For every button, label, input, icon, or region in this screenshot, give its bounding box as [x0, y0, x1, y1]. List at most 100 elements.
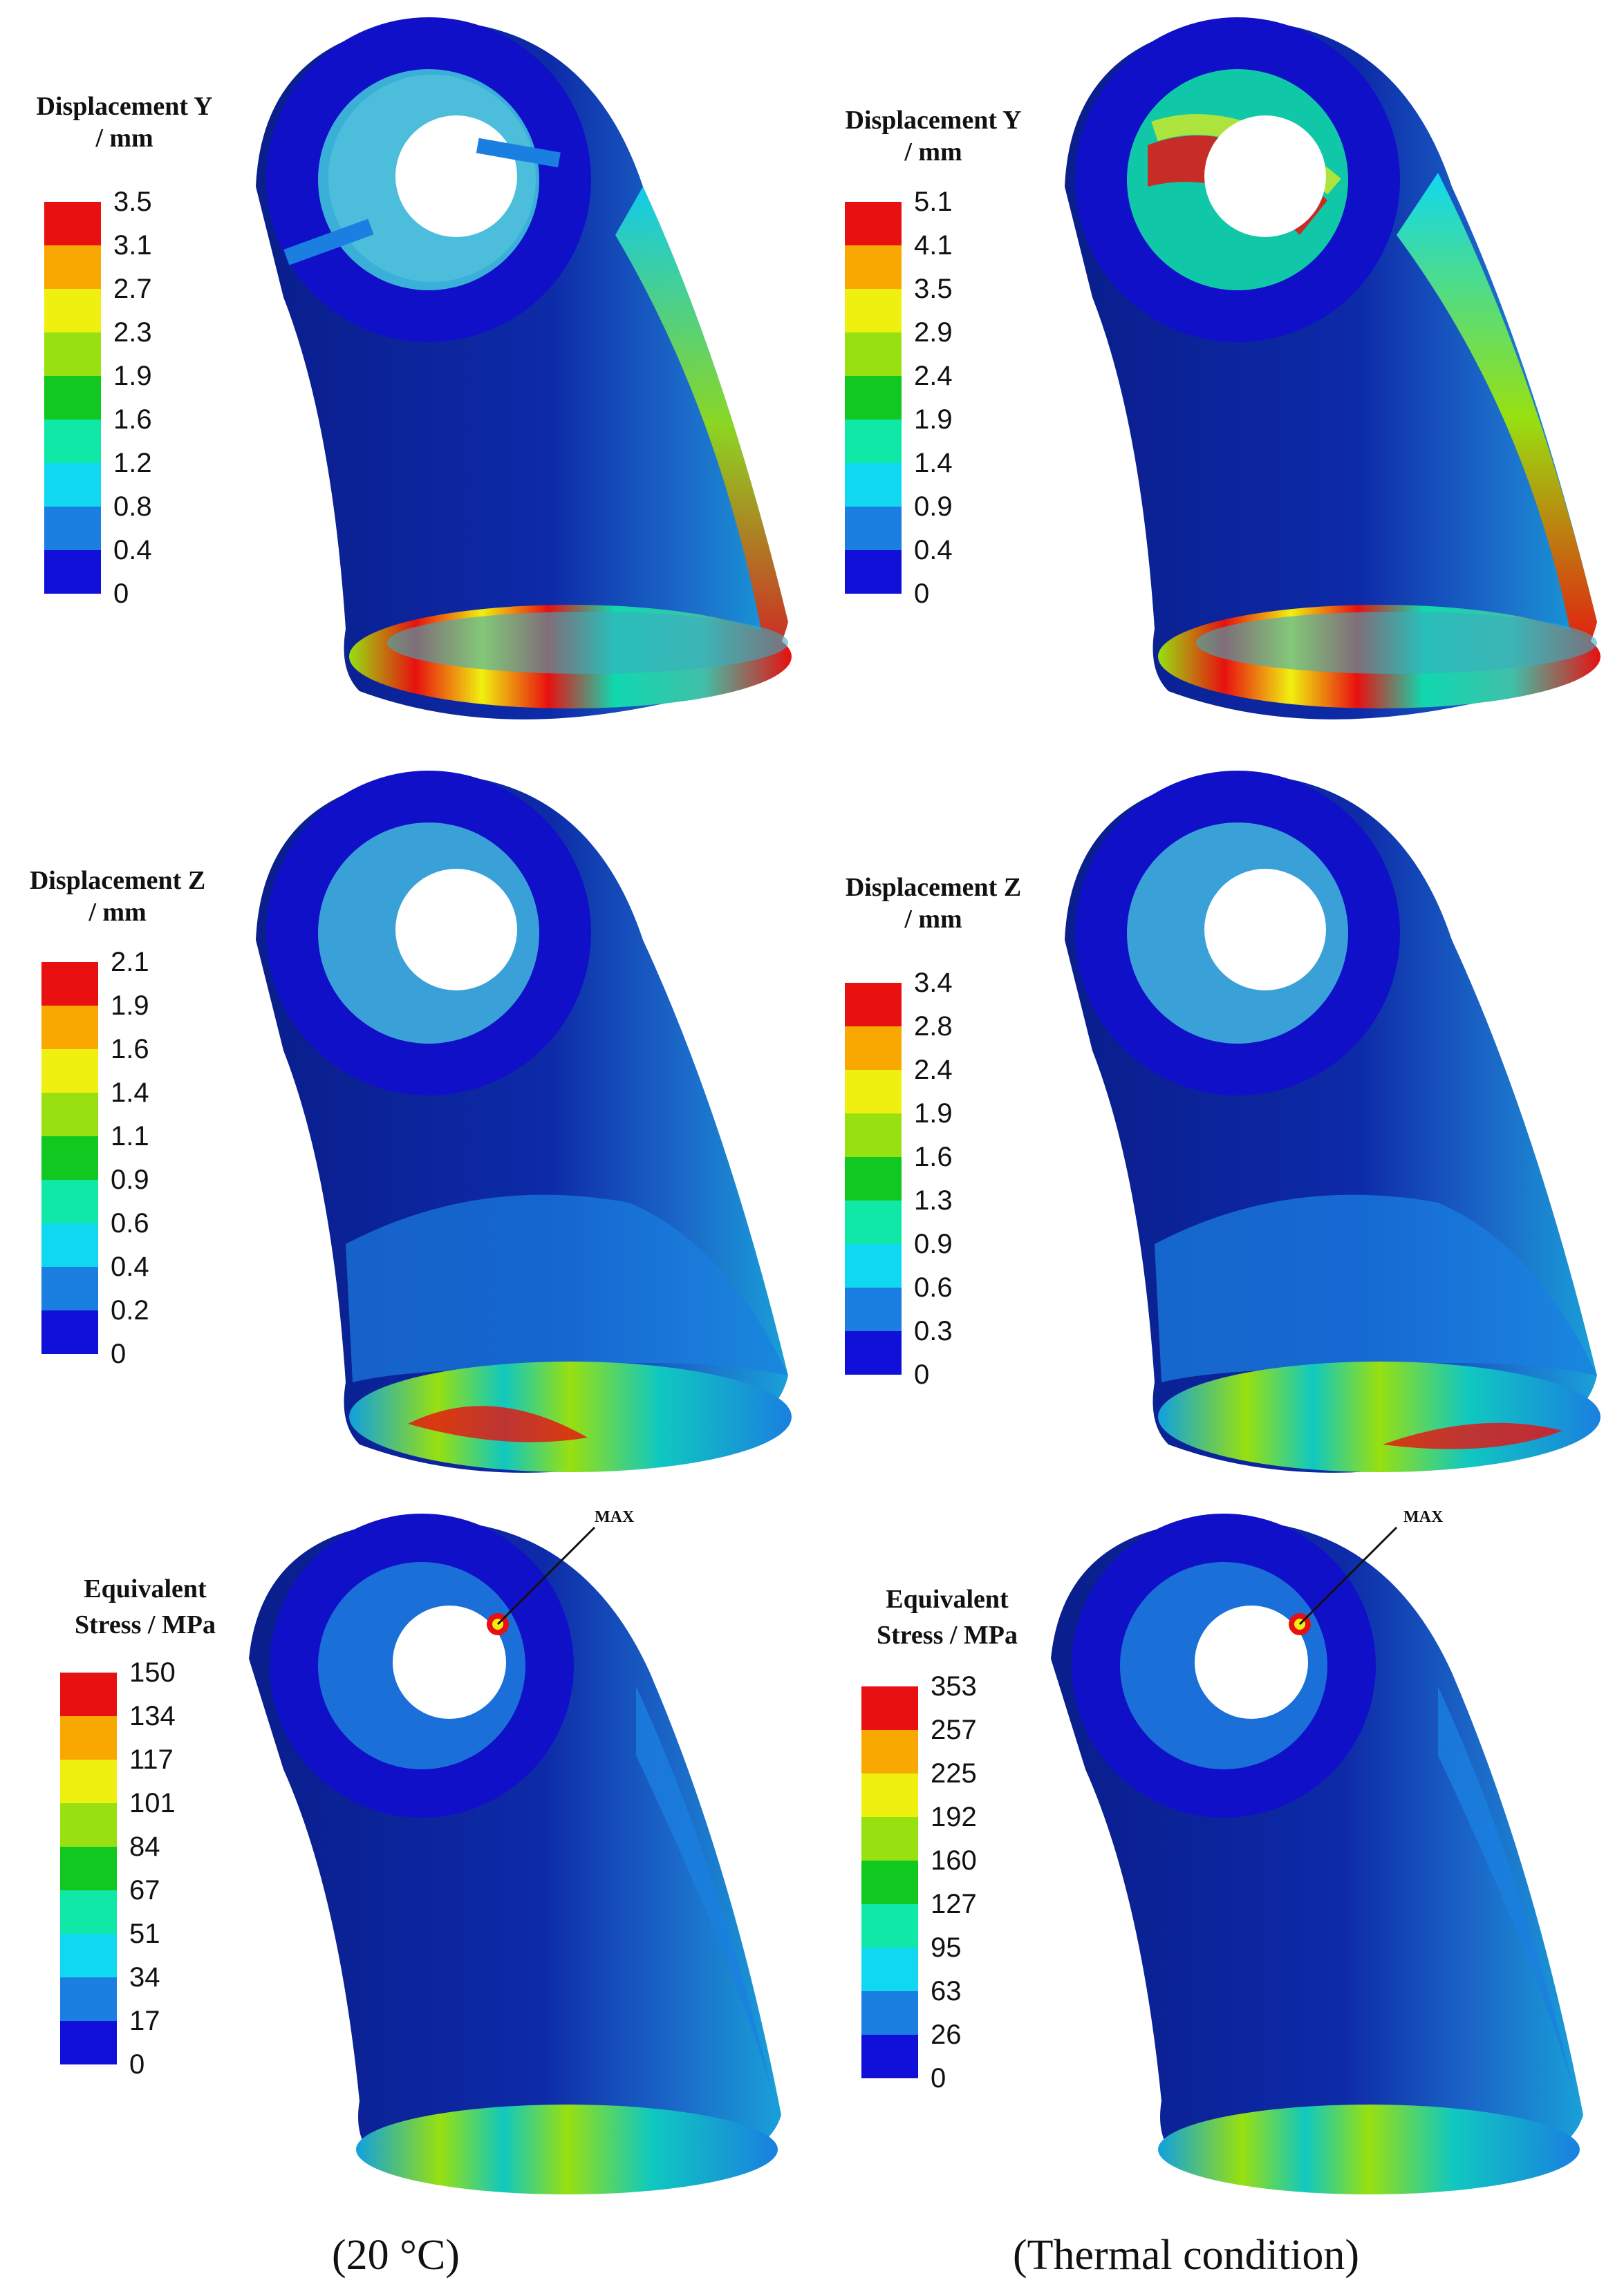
colorbar-tick-label: 2.8	[914, 1011, 953, 1042]
colorbar-tick-label: 3.5	[914, 274, 953, 304]
colorbar-swatch	[41, 1049, 98, 1093]
colorbar-tick-label: 1.3	[914, 1185, 953, 1216]
colorbar-tick-label: 257	[931, 1715, 977, 1745]
colorbar-swatch	[845, 289, 902, 332]
colorbar-swatch	[845, 463, 902, 507]
colorbar-swatch	[60, 1716, 117, 1760]
colorbar-swatch	[60, 1760, 117, 1803]
fe-model-displacement-y-thermal	[1065, 17, 1600, 719]
legend-title-line1: Displacement Z	[29, 866, 206, 895]
caption-thermal-condition: (Thermal condition)	[1013, 2232, 1359, 2279]
colorbar-swatch	[41, 1093, 98, 1136]
colorbar-swatch	[60, 1977, 117, 2021]
legend-title-line2: / mm	[88, 898, 147, 927]
panel-equivalent-stress-thermal: MAX Equivalent Stress / MPa 353 257 225 192…	[809, 1507, 1624, 2198]
colorbar-swatch	[861, 1686, 918, 1730]
colorbar-tick-label: 1.4	[111, 1078, 149, 1108]
colorbar-tick-label: 26	[931, 2020, 962, 2050]
legend-title-line1: Displacement Y	[36, 92, 213, 121]
colorbar-swatch	[845, 983, 902, 1026]
colorbar-tick-label: 0	[931, 2063, 946, 2093]
colorbar-tick-label: 0	[111, 1339, 127, 1369]
colorbar-swatch	[845, 1201, 902, 1244]
colorbar-tick-label: 0.6	[914, 1272, 953, 1303]
colorbar-tick-label: 150	[129, 1657, 176, 1688]
panel-displacement-z-20c: Displacement Z / mm 2.1 1.9 1.6 1.4 1.1 0.9 0.…	[0, 760, 809, 1507]
colorbar-swatch	[861, 1904, 918, 1948]
colorbar-tick-label: 134	[129, 1701, 176, 1731]
colorbar-tick-label: 101	[129, 1788, 176, 1818]
colorbar-tick-label: 0	[129, 2049, 145, 2080]
colorbar-tick-label: 1.9	[113, 361, 152, 391]
colorbar-tick-label: 192	[931, 1802, 977, 1832]
colorbar-swatch	[44, 463, 101, 507]
colorbar-tick-label: 0.9	[914, 1229, 953, 1259]
colorbar-swatch	[41, 962, 98, 1006]
colorbar-tick-label: 0.4	[113, 535, 152, 565]
colorbar-swatch	[41, 1180, 98, 1223]
colorbar-tick-label: 0.3	[914, 1316, 953, 1346]
legend-displacement-y-20c: Displacement Y / mm 3.5 3.1 2.7 2.3 1.9 1.6 1.…	[21, 90, 228, 615]
colorbar-swatch	[845, 1113, 902, 1157]
colorbar-tick-label: 225	[931, 1758, 977, 1789]
colorbar-tick-label: 67	[129, 1875, 160, 1906]
colorbar-swatch	[861, 1730, 918, 1773]
colorbar-swatch	[44, 507, 101, 550]
colorbar-swatch	[861, 1817, 918, 1861]
colorbar-tick-label: 1.6	[914, 1142, 953, 1172]
colorbar-swatch	[845, 1331, 902, 1375]
colorbar-swatch	[60, 1890, 117, 1934]
colorbar-swatch	[845, 1157, 902, 1201]
colorbar-tick-label: 63	[931, 1976, 962, 2006]
panel-displacement-y-thermal: Displacement Y / mm 5.1 4.1 3.5 2.9 2.4 1.9 1.…	[809, 0, 1624, 746]
colorbar-tick-label: 17	[129, 2006, 160, 2036]
legend-title-line2: / mm	[904, 138, 962, 167]
colorbar-tick-label: 51	[129, 1919, 160, 1949]
colorbar-swatch	[44, 376, 101, 420]
colorbar-tick-label: 0	[113, 578, 129, 609]
colorbar-swatch	[60, 1673, 117, 1716]
colorbar-swatch	[60, 1934, 117, 1977]
colorbar-tick-label: 0.8	[113, 491, 152, 522]
colorbar-swatch	[845, 550, 902, 594]
colorbar-tick-label: 117	[129, 1744, 174, 1775]
colorbar-swatch	[60, 2021, 117, 2064]
colorbar-swatch	[44, 202, 101, 245]
max-marker-label: MAX	[1403, 1508, 1444, 1526]
colorbar-swatch	[845, 202, 902, 245]
legend-title-line1: Equivalent	[84, 1574, 207, 1603]
colorbar-tick-label: 2.3	[113, 317, 152, 348]
colorbar-tick-label: 127	[931, 1889, 977, 1919]
colorbar-tick-label: 0	[914, 578, 930, 609]
legend-displacement-z-20c: Displacement Z / mm 2.1 1.9 1.6 1.4 1.1 0.9 0.…	[7, 864, 228, 1389]
colorbar-tick-label: 1.6	[111, 1034, 149, 1064]
colorbar-tick-label: 4.1	[914, 230, 953, 261]
colorbar-tick-label: 0.4	[914, 535, 953, 565]
legend-title-line2: / mm	[95, 124, 153, 153]
colorbar-swatch	[41, 1267, 98, 1310]
colorbar-swatch	[44, 332, 101, 376]
colorbar-swatch	[845, 332, 902, 376]
colorbar-swatch	[845, 420, 902, 463]
fe-model-displacement-y-20c	[256, 17, 792, 719]
colorbar-tick-label: 95	[931, 1932, 962, 1963]
colorbar-swatch	[845, 1070, 902, 1113]
legend-displacement-z-thermal: Displacement Z / mm 3.4 2.8 2.4 1.9 1.6 1.3 0.…	[823, 871, 1044, 1396]
colorbar-swatch	[44, 245, 101, 289]
legend-title-line1: Displacement Z	[845, 873, 1022, 902]
caption-20c: (20 °C)	[332, 2232, 460, 2279]
colorbar-tick-label: 1.9	[914, 404, 953, 435]
legend-title-line2: / mm	[904, 905, 962, 934]
legend-title-line2: Stress / MPa	[74, 1610, 216, 1639]
colorbar-swatch	[44, 420, 101, 463]
colorbar-tick-label: 3.1	[113, 230, 152, 261]
fe-model-displacement-z-20c	[256, 771, 792, 1473]
legend-title-line1: Equivalent	[886, 1585, 1009, 1614]
colorbar-swatch	[845, 376, 902, 420]
colorbar-tick-label: 0.6	[111, 1208, 149, 1239]
colorbar-tick-label: 3.5	[113, 187, 152, 217]
colorbar-swatch	[41, 1223, 98, 1267]
colorbar-tick-label: 0.9	[111, 1165, 149, 1195]
colorbar-swatch	[861, 1861, 918, 1904]
colorbar-swatch	[861, 1948, 918, 1991]
